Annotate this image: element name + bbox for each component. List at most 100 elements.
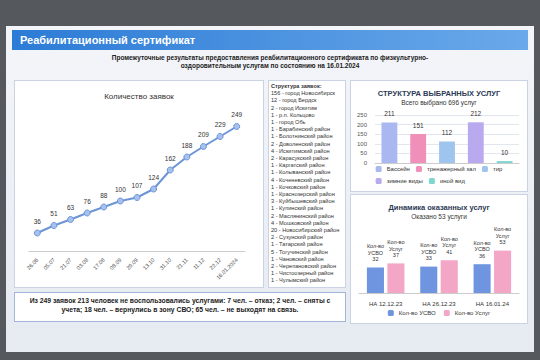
svg-text:Кол-во УСВО: Кол-во УСВО <box>399 310 436 316</box>
svg-text:Услуг: Услуг <box>496 233 510 239</box>
svg-text:36: 36 <box>479 253 485 259</box>
svg-text:НА 12.12.23: НА 12.12.23 <box>369 301 403 307</box>
html-text:1 - Болотнинский район: 1 - Болотнинский район <box>271 133 333 140</box>
svg-text:Кол-во: Кол-во <box>474 240 491 246</box>
html-text:4 - Мошковский район: 4 - Мошковский район <box>271 219 329 226</box>
svg-text:211: 211 <box>384 110 395 117</box>
svg-text:50: 50 <box>360 150 367 156</box>
html-text:2 - город Искитим: 2 - город Искитим <box>271 104 317 111</box>
svg-text:17.08: 17.08 <box>92 257 106 271</box>
svg-text:13.10: 13.10 <box>142 257 156 271</box>
svg-text:107: 107 <box>132 182 143 189</box>
svg-text:16.01.2024: 16.01.2024 <box>215 257 239 281</box>
svg-text:36: 36 <box>34 218 42 225</box>
html-text:1 - Татарский район: 1 - Татарский район <box>271 241 323 248</box>
svg-text:150: 150 <box>357 131 368 137</box>
svg-text:НА 26.12.23: НА 26.12.23 <box>422 301 456 307</box>
svg-text:Кол-во: Кол-во <box>420 242 437 248</box>
html-text:1 - Колыванский район: 1 - Колыванский район <box>271 169 331 176</box>
html-text:1 - Каргатский район: 1 - Каргатский район <box>271 162 325 169</box>
svg-text:63: 63 <box>67 204 75 211</box>
svg-text:29.09: 29.09 <box>125 257 139 271</box>
html-text:Промежуточные результаты предо: Промежуточные результаты предоставления … <box>111 54 429 69</box>
svg-text:249: 249 <box>231 111 242 118</box>
html-text:2 - Карасукский район: 2 - Карасукский район <box>271 155 329 161</box>
svg-text:УСВО: УСВО <box>474 246 490 252</box>
html-text:1 - Чулымский район: 1 - Чулымский район <box>271 277 326 284</box>
html-text:2 - Черепановский район: 2 - Черепановский район <box>271 263 336 270</box>
svg-text:Услуг: Услуг <box>389 246 403 252</box>
svg-text:26.06: 26.06 <box>25 257 39 271</box>
svg-text:тир: тир <box>493 166 503 172</box>
html-text:Из 249 заявок 213 человек не в: Из 249 заявок 213 человек не воспользова… <box>29 297 331 313</box>
svg-text:тренажерный зал: тренажерный зал <box>427 166 476 172</box>
svg-text:212: 212 <box>470 110 481 117</box>
svg-text:188: 188 <box>181 142 192 149</box>
svg-text:05.07: 05.07 <box>42 257 56 271</box>
svg-text:37: 37 <box>393 252 399 258</box>
svg-text:Кол-во Услуг: Кол-во Услуг <box>455 310 491 316</box>
svg-text:УСВО: УСВО <box>368 250 384 256</box>
svg-text:250: 250 <box>357 112 368 118</box>
svg-text:иной вид: иной вид <box>440 178 466 184</box>
html-text:2 - Маслянинский район: 2 - Маслянинский район <box>271 212 334 219</box>
html-text:1 - Барабинский район: 1 - Барабинский район <box>271 126 331 133</box>
html-text:4 - Искитимский район: 4 - Искитимский район <box>271 147 330 154</box>
html-text:5 - Тогучинский район: 5 - Тогучинский район <box>271 248 328 255</box>
svg-text:10: 10 <box>501 149 509 156</box>
svg-text:УСВО: УСВО <box>421 249 437 255</box>
svg-text:зимние виды: зимние виды <box>387 178 423 184</box>
html-text:1 - Чановский район: 1 - Чановский район <box>271 255 324 262</box>
svg-text:Всего выбрано 696 услуг: Всего выбрано 696 услуг <box>401 99 477 107</box>
svg-text:32: 32 <box>372 256 378 262</box>
svg-text:124: 124 <box>148 174 159 181</box>
html-text:3 - Куйбышевский район: 3 - Куйбышевский район <box>271 198 335 205</box>
svg-text:31.10: 31.10 <box>158 257 172 271</box>
svg-text:Кол-во: Кол-во <box>367 243 384 249</box>
svg-text:200: 200 <box>357 122 368 128</box>
svg-text:Кол-во: Кол-во <box>387 239 404 245</box>
svg-text:08.09: 08.09 <box>109 257 123 271</box>
svg-text:151: 151 <box>413 122 424 129</box>
svg-text:0: 0 <box>364 160 368 166</box>
html-text:1 - Чистоозерный район: 1 - Чистоозерный район <box>271 270 334 277</box>
svg-text:100: 100 <box>357 141 368 147</box>
svg-text:51: 51 <box>50 210 58 217</box>
html-text:1 - город Обь: 1 - город Обь <box>271 119 306 125</box>
svg-text:Услуг: Услуг <box>442 242 456 248</box>
svg-text:03.08: 03.08 <box>75 257 89 271</box>
svg-text:76: 76 <box>84 198 92 205</box>
svg-text:Бассейн: Бассейн <box>387 166 410 172</box>
html-text:Реабилитационный сертификат: Реабилитационный сертификат <box>20 34 196 46</box>
html-text:1 - Кочковский район: 1 - Кочковский район <box>271 183 326 190</box>
html-text:4 - Коченевский район: 4 - Коченевский район <box>271 176 330 183</box>
svg-text:НА 16.01.24: НА 16.01.24 <box>476 301 510 307</box>
svg-text:Кол-во: Кол-во <box>441 236 458 242</box>
html-text:156 - город Новосибирск: 156 - город Новосибирск <box>271 90 335 97</box>
svg-text:Количество заявок: Количество заявок <box>104 92 174 101</box>
svg-text:Динамика оказанных услуг: Динамика оказанных услуг <box>388 203 489 212</box>
html-text:2 - Доволенский район: 2 - Доволенский район <box>271 140 330 147</box>
html-text:12 - город Бердск: 12 - город Бердск <box>271 97 317 104</box>
svg-text:22.12: 22.12 <box>208 257 222 271</box>
svg-text:41: 41 <box>446 249 452 255</box>
svg-text:33: 33 <box>426 255 432 261</box>
html-text:Структура заявок:: Структура заявок: <box>271 83 322 89</box>
svg-text:11.12: 11.12 <box>192 257 206 271</box>
html-text:1 - р.п. Кольцово: 1 - р.п. Кольцово <box>271 111 315 118</box>
svg-text:21.07: 21.07 <box>59 257 73 271</box>
svg-text:162: 162 <box>165 155 176 162</box>
svg-text:21.11: 21.11 <box>175 257 189 271</box>
svg-text:209: 209 <box>198 131 209 138</box>
svg-text:53: 53 <box>500 239 506 245</box>
svg-text:88: 88 <box>100 192 108 199</box>
svg-text:100: 100 <box>115 186 126 193</box>
html-text:20 - Новосибирский район: 20 - Новосибирский район <box>271 227 340 234</box>
svg-text:112: 112 <box>442 129 453 136</box>
svg-text:229: 229 <box>215 121 226 128</box>
html-text:2 - Сузунский район: 2 - Сузунский район <box>271 234 323 241</box>
html-text:1 - Купинский район: 1 - Купинский район <box>271 205 323 212</box>
svg-text:СТРУКТУРА ВЫБРАННЫХ УСЛУГ: СТРУКТУРА ВЫБРАННЫХ УСЛУГ <box>378 89 501 98</box>
svg-text:Оказано 53 услуги: Оказано 53 услуги <box>411 213 467 221</box>
svg-text:Кол-во: Кол-во <box>494 226 511 232</box>
